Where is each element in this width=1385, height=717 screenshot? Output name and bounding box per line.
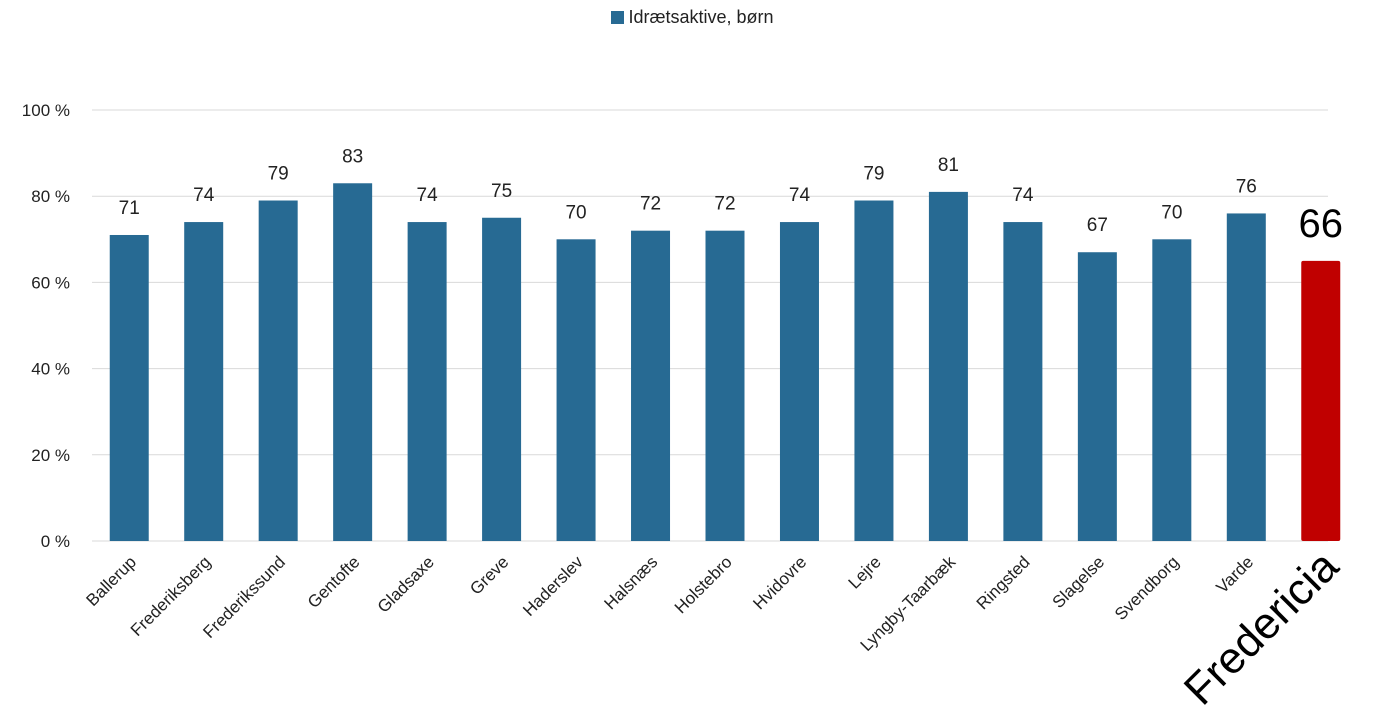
bar — [929, 192, 968, 541]
data-label: 76 — [1236, 176, 1257, 197]
x-tick-label: Greve — [466, 552, 512, 598]
y-tick-label: 80 % — [31, 187, 70, 206]
x-tick-label: Slagelse — [1049, 552, 1109, 612]
bar — [780, 222, 819, 541]
x-tick-label: Halsnæs — [600, 552, 661, 613]
data-label: 71 — [119, 198, 140, 219]
y-tick-label: 20 % — [31, 446, 70, 465]
y-tick-label: 40 % — [31, 360, 70, 379]
data-label: 67 — [1087, 215, 1108, 236]
x-tick-label: Haderslev — [519, 552, 587, 620]
data-label: 74 — [417, 185, 439, 206]
x-tick-label: Ballerup — [83, 552, 141, 610]
data-label: 74 — [193, 185, 215, 206]
x-tick-label: Hvidovre — [749, 552, 810, 613]
data-label: 72 — [714, 194, 735, 215]
bar — [557, 239, 596, 541]
bar — [1003, 222, 1042, 541]
bar — [1301, 261, 1340, 541]
y-tick-label: 100 % — [22, 101, 70, 120]
data-label: 81 — [938, 155, 959, 176]
bar — [408, 222, 447, 541]
bar — [259, 201, 298, 541]
bar — [706, 231, 745, 541]
x-tick-label: Ringsted — [973, 552, 1034, 613]
bar — [1227, 213, 1266, 541]
bar — [631, 231, 670, 541]
bar — [482, 218, 521, 541]
y-tick-label: 60 % — [31, 273, 70, 292]
bar — [333, 183, 372, 541]
bar — [1078, 252, 1117, 541]
data-label: 79 — [863, 164, 884, 185]
data-label: 75 — [491, 181, 512, 202]
x-tick-label: Gladsaxe — [374, 552, 438, 616]
data-label: 74 — [1012, 185, 1034, 206]
data-label: 66 — [1299, 202, 1344, 246]
bar — [1152, 239, 1191, 541]
data-label: 83 — [342, 146, 363, 167]
x-tick-label: Gentofte — [304, 552, 364, 612]
data-label: 70 — [1161, 202, 1182, 223]
x-tick-label: Svendborg — [1111, 552, 1183, 624]
x-tick-label: Fredericia — [1175, 541, 1348, 714]
data-label: 79 — [268, 164, 289, 185]
y-tick-label: 0 % — [41, 532, 70, 551]
data-label: 74 — [789, 185, 811, 206]
x-tick-label: Holstebro — [671, 552, 736, 617]
x-tick-label: Lejre — [845, 552, 885, 592]
bar — [184, 222, 223, 541]
bar — [110, 235, 149, 541]
data-label: 70 — [565, 202, 586, 223]
bar — [854, 201, 893, 541]
x-tick-label: Varde — [1212, 552, 1257, 597]
data-label: 72 — [640, 194, 661, 215]
